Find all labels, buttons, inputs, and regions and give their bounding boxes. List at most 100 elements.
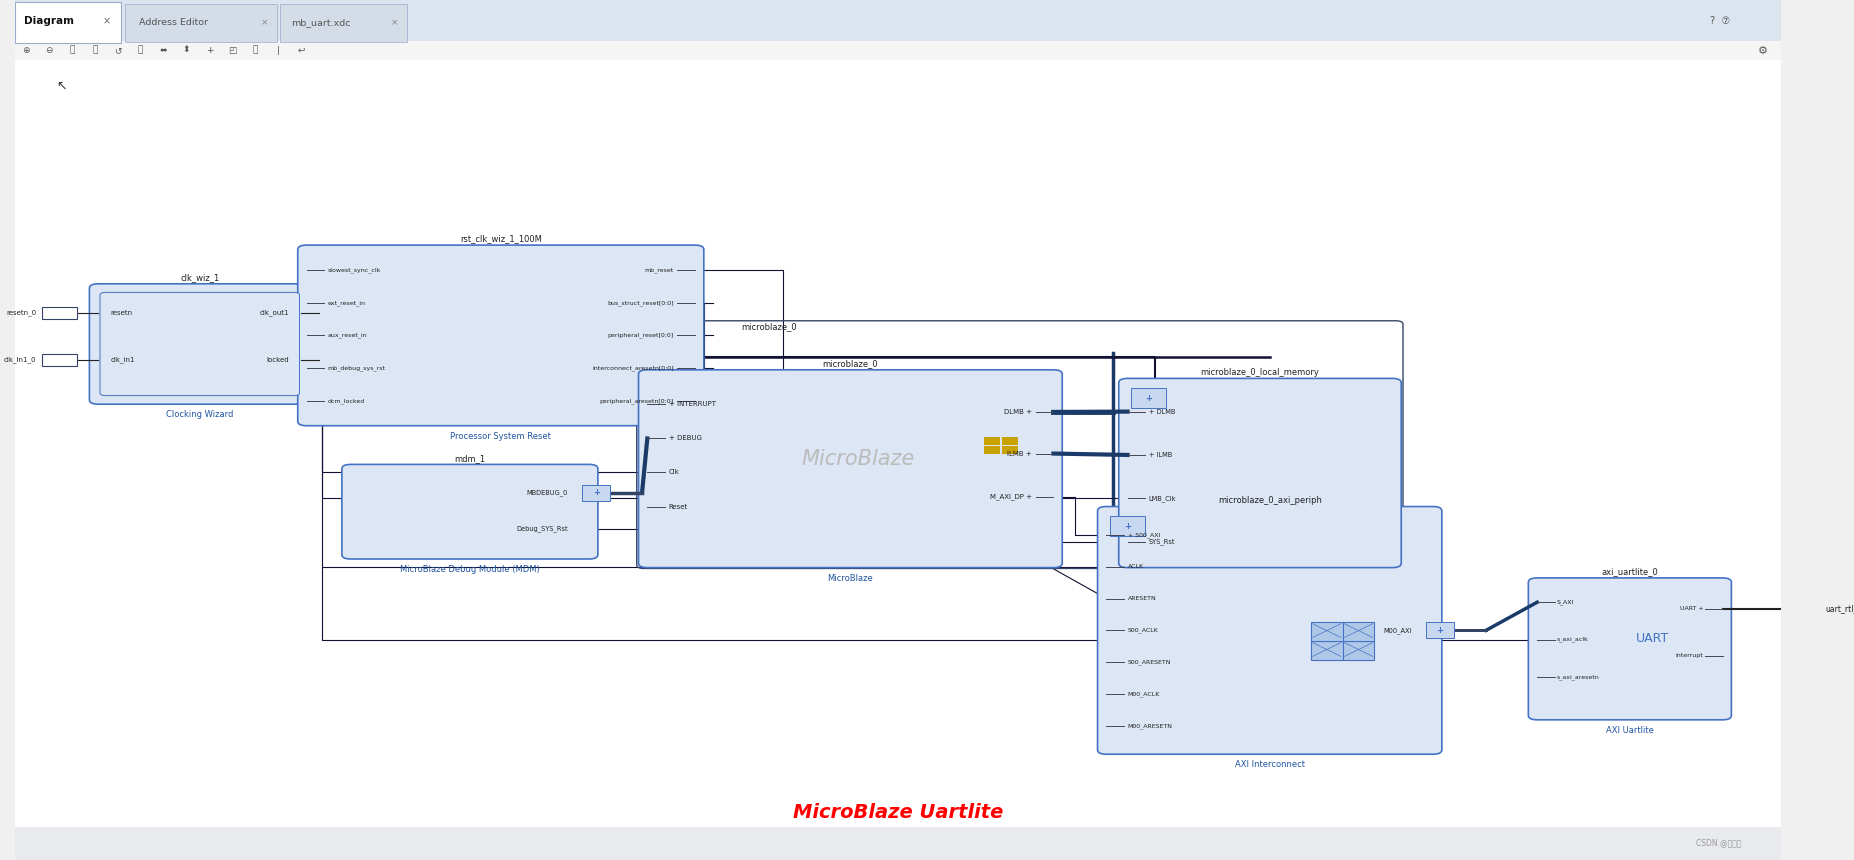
Text: ILMB +: ILMB + bbox=[1007, 451, 1033, 457]
FancyBboxPatch shape bbox=[15, 0, 1782, 860]
Text: MBDEBUG_0: MBDEBUG_0 bbox=[527, 489, 567, 496]
FancyBboxPatch shape bbox=[1098, 507, 1442, 754]
Text: SYS_Rst: SYS_Rst bbox=[1149, 538, 1175, 545]
Text: ⤡: ⤡ bbox=[93, 46, 98, 55]
Text: s_axi_aresetn: s_axi_aresetn bbox=[1557, 674, 1600, 679]
Text: mb_debug_sys_rst: mb_debug_sys_rst bbox=[328, 366, 386, 371]
Text: clk_wiz_1: clk_wiz_1 bbox=[180, 273, 219, 282]
Text: M00_ACLK: M00_ACLK bbox=[1127, 691, 1161, 697]
Bar bbox=[984, 437, 1001, 445]
Text: mdm_1: mdm_1 bbox=[454, 454, 486, 463]
Text: interrupt: interrupt bbox=[1676, 653, 1704, 658]
Text: axi_uartlite_0: axi_uartlite_0 bbox=[1602, 568, 1657, 576]
Text: +: + bbox=[1124, 522, 1131, 531]
Text: MicroBlaze: MicroBlaze bbox=[827, 574, 873, 582]
Text: ↖: ↖ bbox=[56, 79, 67, 93]
Bar bbox=[43, 353, 78, 366]
Text: bus_struct_reset[0:0]: bus_struct_reset[0:0] bbox=[608, 300, 673, 305]
Text: +: + bbox=[593, 488, 599, 497]
Text: mb_reset: mb_reset bbox=[645, 267, 673, 273]
Text: interconnect_aresetn[0:0]: interconnect_aresetn[0:0] bbox=[591, 366, 673, 371]
Text: DLMB +: DLMB + bbox=[1005, 409, 1033, 415]
FancyBboxPatch shape bbox=[1342, 622, 1374, 641]
FancyBboxPatch shape bbox=[341, 464, 597, 559]
Text: ⬍: ⬍ bbox=[184, 46, 191, 55]
Text: ×: × bbox=[391, 18, 399, 27]
Text: ext_reset_in: ext_reset_in bbox=[328, 300, 365, 305]
Text: ↩: ↩ bbox=[297, 46, 306, 55]
FancyBboxPatch shape bbox=[1311, 641, 1342, 660]
Text: aux_reset_in: aux_reset_in bbox=[328, 333, 367, 338]
Text: ⊕: ⊕ bbox=[22, 46, 30, 55]
Text: LMB_Clk: LMB_Clk bbox=[1149, 494, 1175, 501]
Text: S_AXI: S_AXI bbox=[1557, 599, 1574, 605]
Text: + DEBUG: + DEBUG bbox=[669, 435, 701, 441]
Text: +: + bbox=[1437, 626, 1444, 635]
Text: Processor System Reset: Processor System Reset bbox=[451, 432, 551, 440]
Text: clk_in1: clk_in1 bbox=[111, 356, 135, 363]
Text: ×: × bbox=[104, 16, 111, 27]
Text: S00_ARESETN: S00_ARESETN bbox=[1127, 660, 1172, 665]
Text: M_AXI_DP +: M_AXI_DP + bbox=[990, 494, 1033, 501]
Text: +: + bbox=[206, 46, 213, 55]
Text: Clk: Clk bbox=[669, 470, 679, 476]
Text: microblaze_0_axi_periph: microblaze_0_axi_periph bbox=[1218, 496, 1322, 505]
FancyBboxPatch shape bbox=[15, 0, 1782, 43]
FancyBboxPatch shape bbox=[15, 41, 1782, 60]
Text: ACLK: ACLK bbox=[1127, 564, 1144, 569]
Bar bbox=[1001, 445, 1018, 453]
Text: ↺: ↺ bbox=[113, 46, 121, 55]
Text: CSDN @钟世争: CSDN @钟世争 bbox=[1696, 838, 1743, 847]
Text: UART: UART bbox=[1635, 632, 1669, 645]
Text: clk_out1: clk_out1 bbox=[260, 310, 289, 316]
Bar bbox=[43, 307, 78, 319]
FancyBboxPatch shape bbox=[582, 485, 610, 501]
Text: microblaze_0: microblaze_0 bbox=[823, 359, 879, 368]
Text: |: | bbox=[276, 46, 280, 55]
Text: ⤢: ⤢ bbox=[69, 46, 74, 55]
Text: UART +: UART + bbox=[1680, 606, 1704, 611]
Text: AXI Uartlite: AXI Uartlite bbox=[1606, 726, 1654, 734]
FancyBboxPatch shape bbox=[298, 245, 705, 426]
FancyBboxPatch shape bbox=[1111, 516, 1146, 537]
Text: Clocking Wizard: Clocking Wizard bbox=[167, 410, 234, 419]
Text: + ILMB: + ILMB bbox=[1149, 452, 1172, 458]
Text: clk_in1_0: clk_in1_0 bbox=[4, 356, 37, 363]
FancyBboxPatch shape bbox=[1528, 578, 1732, 720]
Text: microblaze_0_local_memory: microblaze_0_local_memory bbox=[1201, 368, 1320, 377]
FancyBboxPatch shape bbox=[100, 292, 300, 396]
Text: AXI Interconnect: AXI Interconnect bbox=[1235, 760, 1305, 769]
Bar bbox=[984, 445, 1001, 453]
FancyBboxPatch shape bbox=[15, 2, 121, 43]
Text: M00_ARESETN: M00_ARESETN bbox=[1127, 723, 1172, 729]
Text: peripheral_aresetn[0:0]: peripheral_aresetn[0:0] bbox=[599, 398, 673, 403]
Text: + DLMB: + DLMB bbox=[1149, 408, 1175, 415]
FancyBboxPatch shape bbox=[15, 827, 1782, 860]
Text: +: + bbox=[1146, 394, 1151, 402]
Text: + S00_AXI: + S00_AXI bbox=[1127, 531, 1161, 538]
Text: ⚙: ⚙ bbox=[1758, 46, 1769, 56]
Text: mb_uart.xdc: mb_uart.xdc bbox=[291, 18, 350, 27]
Text: slowest_sync_clk: slowest_sync_clk bbox=[328, 267, 382, 273]
Text: resetn_0: resetn_0 bbox=[6, 310, 37, 316]
Text: Reset: Reset bbox=[669, 504, 688, 509]
Bar bbox=[1001, 437, 1018, 445]
Text: ARESETN: ARESETN bbox=[1127, 596, 1157, 601]
Text: microblaze_0: microblaze_0 bbox=[742, 322, 797, 331]
FancyBboxPatch shape bbox=[1131, 388, 1166, 408]
Text: 🔍: 🔍 bbox=[137, 46, 143, 55]
Text: MicroBlaze Uartlite: MicroBlaze Uartlite bbox=[794, 803, 1003, 822]
Text: 🔧: 🔧 bbox=[252, 46, 258, 55]
Text: ⊖: ⊖ bbox=[44, 46, 52, 55]
Text: dcm_locked: dcm_locked bbox=[328, 398, 365, 403]
Text: uart_rtl_0: uart_rtl_0 bbox=[1824, 605, 1854, 613]
Text: locked: locked bbox=[267, 357, 289, 363]
FancyBboxPatch shape bbox=[15, 0, 1782, 60]
Text: ×: × bbox=[260, 18, 269, 27]
Text: Diagram: Diagram bbox=[24, 16, 74, 27]
Text: peripheral_reset[0:0]: peripheral_reset[0:0] bbox=[608, 333, 673, 338]
FancyBboxPatch shape bbox=[1311, 622, 1342, 641]
FancyBboxPatch shape bbox=[1118, 378, 1402, 568]
Text: Address Editor: Address Editor bbox=[139, 18, 208, 27]
FancyBboxPatch shape bbox=[1426, 623, 1454, 638]
